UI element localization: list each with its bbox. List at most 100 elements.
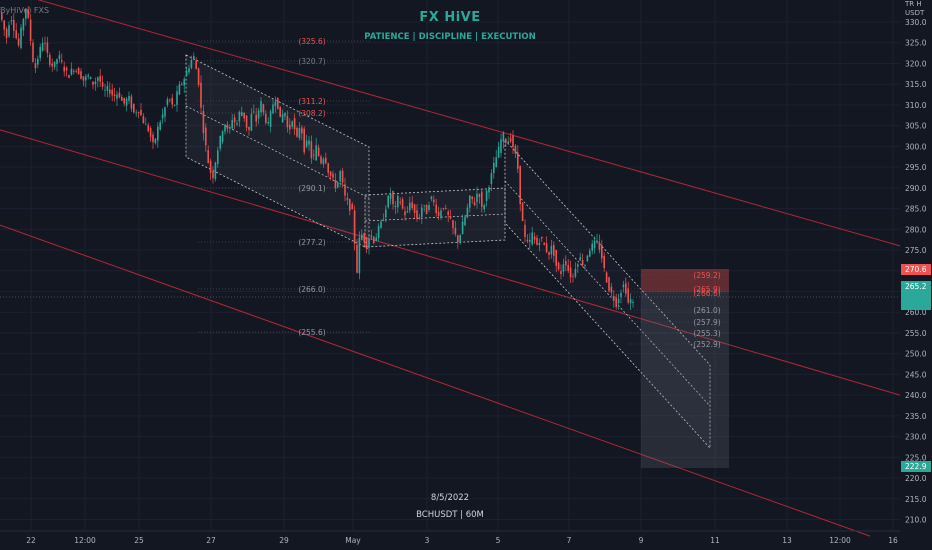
candle-body [104, 89, 106, 91]
y-tick-label: 250.0 [905, 350, 927, 359]
candle-body [469, 195, 471, 208]
candle-body [80, 71, 82, 79]
candle-body [385, 209, 387, 218]
candle-body [572, 275, 574, 277]
candle-body [178, 84, 181, 95]
y-tick-label: 305.0 [905, 122, 927, 131]
candle-body [356, 244, 358, 273]
candle-body [332, 173, 334, 178]
y-tick-label: 310.0 [905, 101, 927, 110]
candle-body [416, 210, 418, 219]
candle-body [291, 121, 293, 127]
y-tick-label: 245.0 [905, 370, 927, 379]
price-tag-label: 265.2 [905, 282, 927, 291]
candle-body [605, 272, 608, 283]
candle-body [399, 201, 401, 203]
candle-body [586, 255, 589, 261]
time-axis: 22 12:00 25 27 29 May 3 5 7 9 11 13 12:00 16 [0, 530, 900, 545]
candle-body [500, 139, 502, 153]
chart-title: FX HiVE [419, 10, 481, 25]
candle-body [507, 141, 509, 145]
candle-body [1, 12, 3, 20]
candle-body [339, 171, 341, 182]
candle-body [502, 132, 505, 142]
candle-body [8, 25, 10, 37]
candle-body [562, 264, 565, 272]
candle-body [406, 211, 409, 213]
candle-body [603, 255, 605, 268]
candle-body [589, 250, 591, 257]
candle-body [51, 63, 53, 67]
candle-body [166, 99, 169, 105]
x-tick-label: 25 [134, 536, 144, 545]
x-tick-label: 22 [26, 536, 36, 545]
candle-body [301, 127, 303, 134]
candle-body [5, 28, 8, 38]
candle-body [94, 81, 97, 84]
candle-body [267, 122, 269, 124]
candle-body [272, 104, 274, 114]
candle-body [15, 30, 17, 39]
candle-body [629, 299, 632, 304]
y-tick-label: 235.0 [905, 412, 927, 421]
candle-body [109, 89, 111, 94]
candle-body [440, 210, 442, 219]
candle-body [298, 128, 301, 138]
flag-channel-1 [185, 54, 370, 250]
candle-body [3, 20, 5, 30]
candle-body [250, 113, 253, 131]
y-tick-label: 290.0 [905, 184, 927, 193]
currency-label: TR H USDT [905, 0, 924, 18]
candle-body [409, 202, 411, 211]
candle-body [533, 236, 536, 240]
trade-zone [641, 269, 729, 468]
candle-body [63, 66, 65, 72]
candle-body [106, 85, 109, 91]
candle-body [627, 288, 629, 303]
candle-body [620, 292, 622, 298]
candle-body [99, 75, 101, 82]
y-tick-label: 240.0 [905, 391, 927, 400]
candle-body [296, 127, 298, 137]
candle-body [128, 95, 130, 101]
candle-body [536, 237, 538, 245]
candle-body [560, 271, 562, 274]
candle-body [541, 236, 543, 239]
candle-body [449, 216, 452, 219]
price-levels: (325.6) (320.7) (311.2) (308.2) (290.1) (277.… [0, 37, 900, 349]
candle-body [176, 91, 178, 105]
candle-body [202, 110, 205, 134]
candle-body [555, 249, 557, 266]
level-label: (311.2) [298, 97, 325, 106]
candle-body [531, 232, 533, 245]
candle-body [123, 97, 125, 104]
level-label: (325.6) [298, 37, 325, 46]
candle-body [365, 237, 368, 249]
level-label: (255.6) [298, 328, 325, 337]
x-tick-label: 16 [888, 536, 898, 545]
y-tick-label: 260.0 [905, 308, 927, 317]
candle-body [519, 165, 521, 205]
candle-body [53, 61, 56, 68]
candle-body [253, 111, 255, 113]
candle-body [457, 235, 459, 243]
candle-body [147, 125, 149, 131]
trend-channel-line [0, 224, 871, 537]
currency-top: TR H [905, 0, 922, 8]
x-tick-label: 12:00 [74, 536, 96, 545]
candle-body [493, 162, 495, 174]
candle-body [377, 225, 380, 238]
candle-body [277, 97, 279, 109]
candle-body [505, 138, 507, 143]
candle-body [125, 98, 128, 106]
candle-body [353, 210, 356, 244]
candle-body [389, 193, 392, 199]
candle-body [593, 240, 596, 249]
candle-body [579, 257, 581, 261]
candle-body [183, 79, 185, 86]
candle-body [622, 284, 625, 288]
candle-body [327, 163, 329, 173]
candle-body [49, 54, 51, 65]
candle-body [581, 260, 584, 266]
